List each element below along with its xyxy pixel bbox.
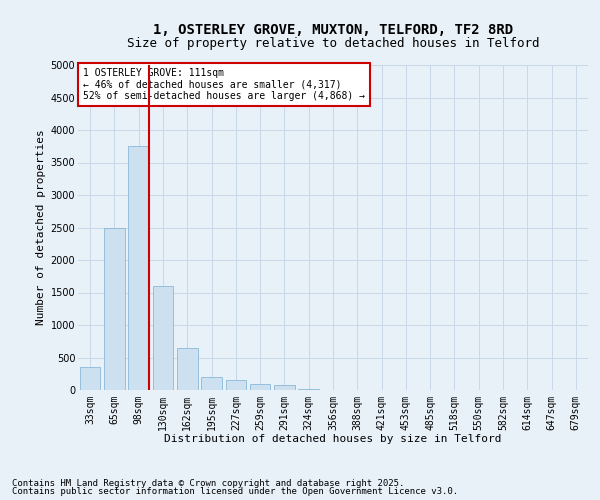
Bar xyxy=(250,384,271,390)
Bar xyxy=(80,367,100,390)
Text: Contains public sector information licensed under the Open Government Licence v3: Contains public sector information licen… xyxy=(12,487,458,496)
Bar xyxy=(274,386,295,390)
Bar xyxy=(226,380,246,390)
Bar xyxy=(177,348,197,390)
Bar xyxy=(152,286,173,390)
X-axis label: Distribution of detached houses by size in Telford: Distribution of detached houses by size … xyxy=(164,434,502,444)
Text: 1, OSTERLEY GROVE, MUXTON, TELFORD, TF2 8RD: 1, OSTERLEY GROVE, MUXTON, TELFORD, TF2 … xyxy=(153,22,513,36)
Text: Size of property relative to detached houses in Telford: Size of property relative to detached ho… xyxy=(127,38,539,51)
Bar xyxy=(201,377,222,390)
Text: 1 OSTERLEY GROVE: 111sqm
← 46% of detached houses are smaller (4,317)
52% of sem: 1 OSTERLEY GROVE: 111sqm ← 46% of detach… xyxy=(83,68,365,102)
Bar xyxy=(104,228,125,390)
Bar xyxy=(128,146,149,390)
Y-axis label: Number of detached properties: Number of detached properties xyxy=(37,130,46,326)
Text: Contains HM Land Registry data © Crown copyright and database right 2025.: Contains HM Land Registry data © Crown c… xyxy=(12,478,404,488)
